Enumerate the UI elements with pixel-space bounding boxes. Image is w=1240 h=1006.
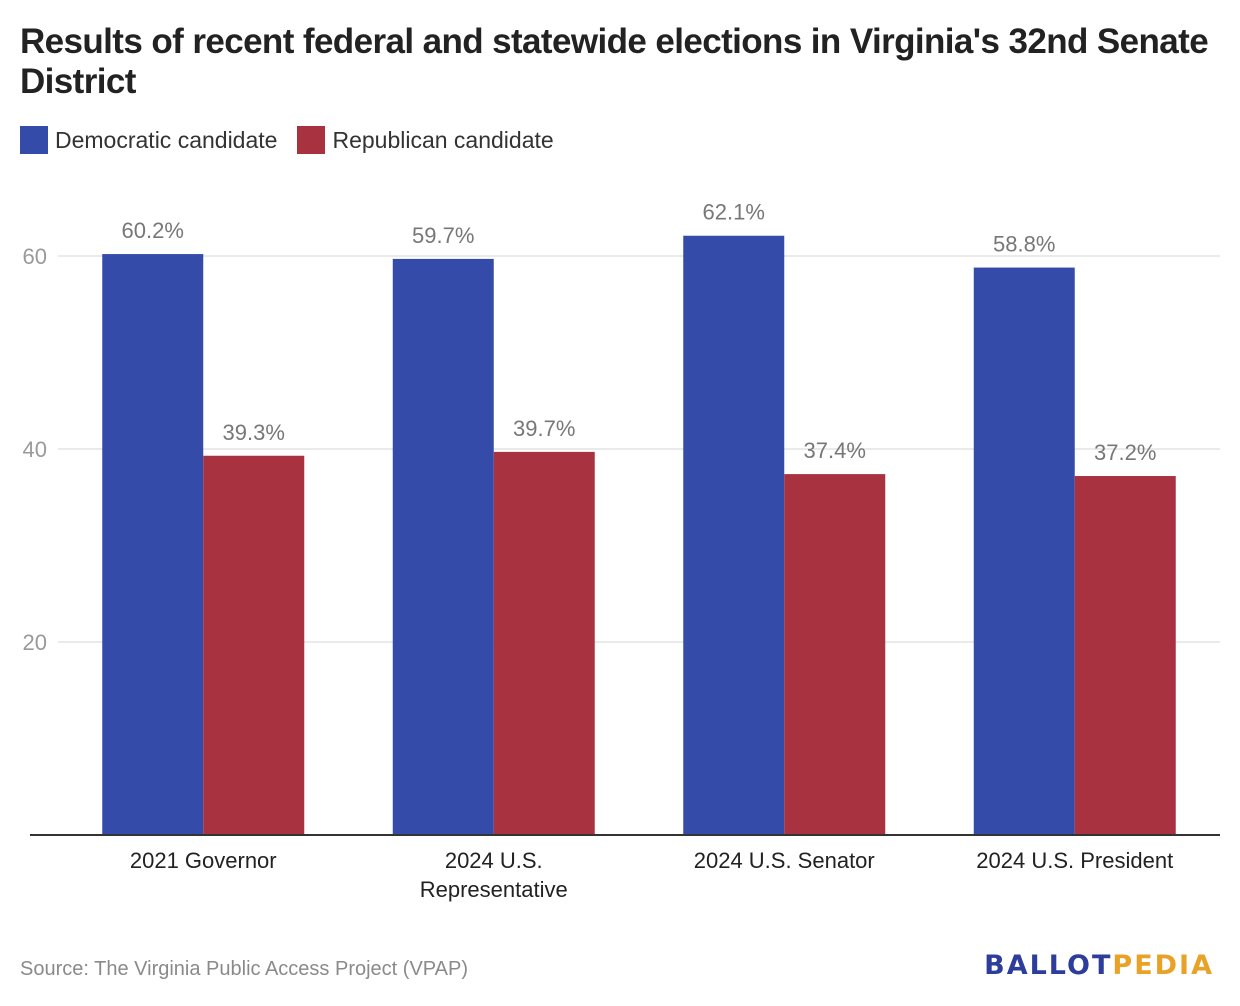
y-tick-label: 40 [23, 437, 47, 462]
legend-label-republican: Republican candidate [332, 126, 554, 153]
data-label: 37.2% [1094, 440, 1156, 465]
legend-swatch-democratic [20, 126, 48, 154]
legend-item-republican: Republican candidate [297, 126, 554, 154]
legend-item-democratic: Democratic candidate [20, 126, 277, 154]
y-tick-label: 20 [23, 630, 47, 655]
data-label: 62.1% [703, 200, 765, 225]
bar-democratic [973, 267, 1075, 836]
bar-republican [493, 451, 595, 835]
x-tick-label: Representative [420, 877, 568, 902]
bar-democratic [102, 254, 204, 835]
ballotpedia-logo: BALLOTPEDIA [984, 950, 1214, 981]
legend-label-democratic: Democratic candidate [55, 126, 278, 153]
source-note: Source: The Virginia Public Access Proje… [20, 958, 468, 980]
data-label: 60.2% [122, 218, 184, 243]
data-label: 37.4% [804, 438, 866, 463]
bar-democratic [683, 235, 785, 836]
legend: Democratic candidate Republican candidat… [20, 126, 574, 154]
data-label: 58.8% [993, 232, 1055, 257]
legend-swatch-republican [297, 126, 326, 154]
x-tick-label: 2021 Governor [130, 848, 277, 873]
data-label: 39.7% [513, 416, 575, 441]
x-tick-label: 2024 U.S. Senator [694, 848, 875, 873]
x-tick-label: 2024 U.S. President [976, 848, 1173, 873]
bar-republican [203, 455, 305, 835]
data-label: 39.3% [223, 420, 285, 445]
x-tick-label: 2024 U.S. [445, 848, 543, 873]
bar-republican [784, 474, 886, 835]
bar-republican [1074, 476, 1176, 835]
data-label: 59.7% [412, 223, 474, 248]
y-tick-label: 60 [23, 244, 47, 269]
chart-title: Results of recent federal and statewide … [20, 22, 1209, 101]
bar-democratic [392, 258, 494, 835]
